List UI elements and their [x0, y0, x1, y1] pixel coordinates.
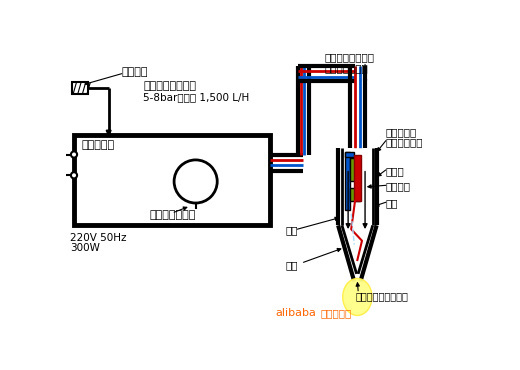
Text: 喷头（负极）: 喷头（负极） — [386, 137, 423, 147]
Text: 绝缘体: 绝缘体 — [386, 166, 405, 176]
Text: 气体供应: 气体供应 — [122, 67, 148, 77]
Polygon shape — [342, 148, 372, 274]
Text: 5-8bar，最大 1,500 L/H: 5-8bar，最大 1,500 L/H — [144, 92, 250, 102]
Bar — [354, 155, 361, 201]
Circle shape — [71, 151, 77, 158]
Text: 电弧: 电弧 — [286, 260, 298, 270]
Text: 220V 50Hz: 220V 50Hz — [70, 233, 127, 243]
Text: 包含在柔性管里: 包含在柔性管里 — [324, 63, 368, 73]
Text: 大气等离子: 大气等离子 — [386, 128, 417, 138]
Text: 气路: 气路 — [286, 225, 298, 235]
Circle shape — [71, 172, 77, 178]
Text: 300W: 300W — [70, 243, 100, 253]
Bar — [72, 82, 88, 94]
Text: 高压射频发生器: 高压射频发生器 — [149, 210, 196, 220]
Text: 气流: 气流 — [386, 198, 398, 208]
Circle shape — [174, 160, 217, 203]
Bar — [74, 135, 270, 225]
Bar — [349, 158, 360, 181]
Bar — [345, 152, 354, 157]
Text: 气体控制阀: 气体控制阀 — [82, 140, 115, 150]
Bar — [345, 152, 349, 210]
Text: alibaba: alibaba — [276, 308, 317, 318]
Text: 中枢电极: 中枢电极 — [386, 181, 411, 191]
Ellipse shape — [343, 279, 372, 316]
Text: 活性气流束: 活性气流束 — [320, 308, 352, 318]
Text: 有效等离子处理区域: 有效等离子处理区域 — [355, 291, 408, 301]
Bar — [349, 188, 360, 202]
Text: 干燥无油压缩空气: 干燥无油压缩空气 — [144, 81, 197, 91]
Text: 气路和射频电源线: 气路和射频电源线 — [324, 52, 374, 62]
